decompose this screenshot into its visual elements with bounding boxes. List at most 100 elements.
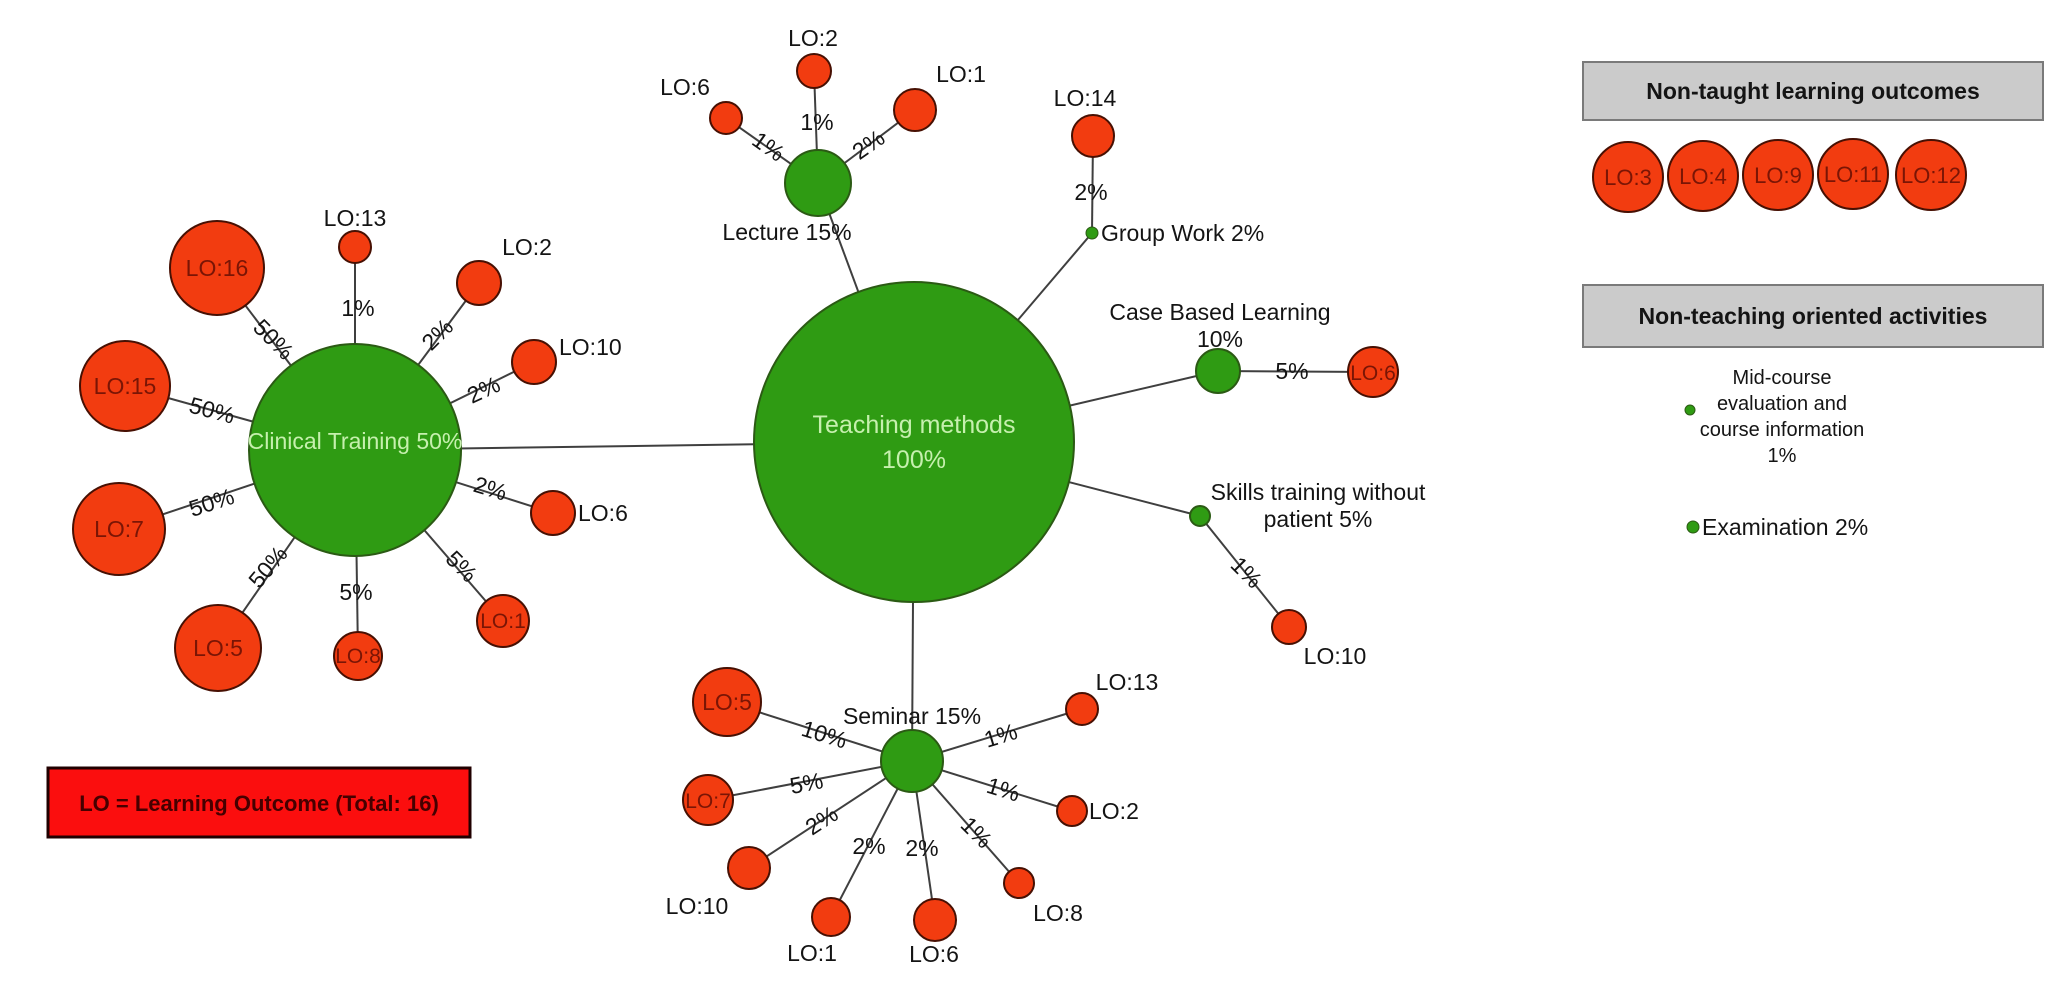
label-clinical-lo5: LO:5	[193, 635, 243, 661]
label-seminar: Seminar 15%	[843, 703, 981, 729]
node-clinical-lo1	[476, 594, 530, 648]
label-clinical-lo1: LO:1	[480, 610, 526, 633]
node-nontaught-lo9	[1742, 139, 1814, 211]
non-taught-header-title: Non-taught learning outcomes	[1646, 78, 1980, 104]
label-midcourse-eval-dot-3: course information	[1700, 419, 1865, 441]
label-seminar-lo10: LO:10	[666, 893, 729, 919]
edge-label-clinical-clinical-lo8: 5%	[339, 579, 372, 605]
node-nontaught-lo4	[1667, 140, 1739, 212]
edge-label-seminar-seminar-lo1: 2%	[852, 833, 885, 859]
label-seminar-lo1: LO:1	[787, 940, 837, 966]
node-seminar-lo13	[1065, 692, 1099, 726]
node-seminar-lo7	[682, 774, 734, 826]
node-seminar-lo2	[1056, 795, 1088, 827]
label-clinical-lo8: LO:8	[335, 645, 381, 668]
node-clinical-lo8	[333, 631, 383, 681]
label-nontaught-lo3: LO:3	[1604, 165, 1652, 190]
label-seminar-lo2: LO:2	[1089, 798, 1139, 824]
label-teaching-2: 100%	[882, 446, 946, 474]
label-seminar-lo7: LO:7	[685, 790, 731, 813]
edge-label-clinical-clinical-lo13: 1%	[341, 295, 374, 321]
label-seminar-lo6: LO:6	[909, 941, 959, 967]
node-clinical-lo6	[530, 490, 576, 536]
node-seminar-lo6	[913, 898, 957, 942]
label-nontaught-lo9: LO:9	[1754, 163, 1802, 188]
label-cbl-lo6: LO:6	[1350, 362, 1396, 385]
node-lecture	[784, 149, 852, 217]
node-group-work	[1085, 226, 1099, 240]
edge-label-case-based-learning-cbl-lo6: 5%	[1275, 358, 1308, 384]
node-clinical-lo15	[79, 340, 171, 432]
node-clinical-lo13	[338, 230, 372, 264]
label-clinical-lo6: LO:6	[578, 500, 628, 526]
label-seminar-lo5: LO:5	[702, 689, 752, 715]
label-group-work: Group Work 2%	[1101, 220, 1264, 246]
node-case-based-learning	[1195, 348, 1241, 394]
node-clinical-lo10	[511, 339, 557, 385]
non-teaching-header-title: Non-teaching oriented activities	[1639, 303, 1988, 329]
node-teaching	[753, 281, 1075, 603]
label-seminar-lo8: LO:8	[1033, 900, 1083, 926]
node-seminar-lo8	[1003, 867, 1035, 899]
node-lecture-lo2	[796, 53, 832, 89]
label-groupwork-lo14: LO:14	[1054, 85, 1117, 111]
edge-skills-training-skills-lo10	[1199, 515, 1290, 628]
lo-legend-box	[46, 766, 472, 839]
label-clinical: Clinical Training 50%	[248, 428, 463, 454]
label-skills-training: Skills training without	[1211, 479, 1426, 505]
label-lecture: Lecture 15%	[722, 219, 851, 245]
label-midcourse-eval-dot-2: evaluation and	[1717, 393, 1847, 415]
node-seminar-lo10	[727, 846, 771, 890]
label-seminar-lo13: LO:13	[1096, 669, 1159, 695]
node-lecture-lo1	[893, 88, 937, 132]
label-clinical-lo7: LO:7	[94, 516, 144, 542]
edge-label-lecture-lecture-lo2: 1%	[800, 109, 833, 135]
node-clinical-lo16	[169, 220, 265, 316]
node-midcourse-eval-dot	[1684, 404, 1696, 416]
label-clinical-lo16: LO:16	[186, 255, 249, 281]
label-skills-training-2: patient 5%	[1264, 506, 1373, 532]
edge-seminar-seminar-lo10	[748, 760, 913, 869]
non-taught-header-box	[1582, 61, 2044, 121]
lo-legend-title: LO = Learning Outcome (Total: 16)	[79, 791, 439, 816]
label-nontaught-lo12: LO:12	[1901, 163, 1961, 188]
label-clinical-lo15: LO:15	[94, 373, 157, 399]
node-cbl-lo6	[1347, 346, 1399, 398]
node-clinical-lo2	[456, 260, 502, 306]
label-clinical-lo10: LO:10	[559, 334, 622, 360]
node-lecture-lo6	[709, 101, 743, 135]
label-lecture-lo6: LO:6	[660, 74, 710, 100]
label-case-based-learning: Case Based Learning	[1109, 299, 1330, 325]
node-seminar	[880, 729, 944, 793]
edge-label-seminar-seminar-lo7: 5%	[788, 767, 826, 799]
node-clinical-lo7	[72, 482, 166, 576]
node-skills-training	[1189, 505, 1211, 527]
label-examination-dot: Examination 2%	[1702, 514, 1868, 540]
node-clinical-lo5	[174, 604, 262, 692]
label-nontaught-lo11: LO:11	[1824, 162, 1882, 187]
node-clinical	[248, 343, 462, 557]
label-midcourse-eval-dot-4: 1%	[1768, 445, 1797, 467]
node-seminar-lo5	[692, 667, 762, 737]
node-nontaught-lo3	[1592, 141, 1664, 213]
label-clinical-lo2: LO:2	[502, 234, 552, 260]
node-groupwork-lo14	[1071, 114, 1115, 158]
node-nontaught-lo12	[1895, 139, 1967, 211]
label-clinical-lo13: LO:13	[324, 205, 387, 231]
edge-seminar-seminar-lo7	[707, 760, 913, 801]
non-teaching-header-box	[1582, 284, 2044, 348]
node-skills-lo10	[1271, 609, 1307, 645]
label-case-based-learning-2: 10%	[1197, 326, 1243, 352]
edge-label-group-work-groupwork-lo14: 2%	[1074, 179, 1107, 205]
label-nontaught-lo4: LO:4	[1679, 164, 1727, 189]
label-lecture-lo2: LO:2	[788, 25, 838, 51]
node-examination-dot	[1686, 520, 1700, 534]
node-nontaught-lo11	[1817, 138, 1889, 210]
label-midcourse-eval-dot: Mid-course	[1733, 367, 1832, 389]
label-skills-lo10: LO:10	[1304, 643, 1367, 669]
node-seminar-lo1	[811, 897, 851, 937]
edge-label-seminar-seminar-lo6: 2%	[905, 835, 938, 861]
label-teaching: Teaching methods	[813, 411, 1016, 439]
